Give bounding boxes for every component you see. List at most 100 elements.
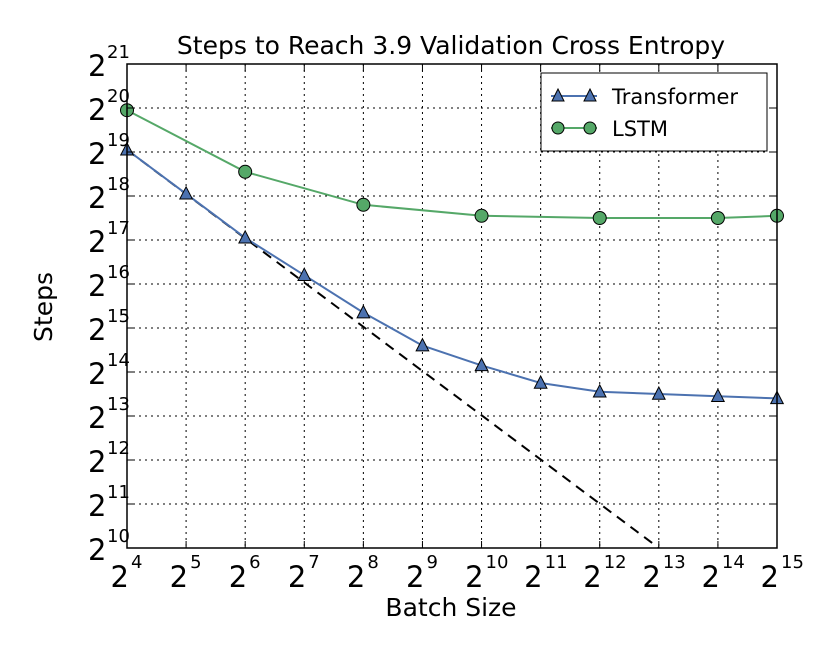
y-tick-label: 2 12 [88,438,130,479]
x-tick-base: 2 [583,560,601,594]
data-point-transformer [710,388,726,402]
y-tick-label: 2 15 [88,306,130,347]
x-tick-label: 2 12 [583,552,626,594]
x-tick-base: 2 [170,560,188,594]
y-tick-base: 2 [88,137,106,171]
y-tick-base: 2 [88,445,106,479]
x-tick-exponent: 9 [426,552,437,573]
data-point-transformer [238,229,253,244]
x-tick-exponent: 6 [249,552,260,573]
x-tick-base: 2 [642,560,660,594]
x-tick-base: 2 [761,560,779,594]
y-tick-base: 2 [88,489,106,523]
legend-box [540,72,768,152]
x-tick-label: 2 13 [642,552,685,594]
legend-entry-transformer: Transformer [551,85,738,109]
y-tick-label: 2 19 [88,130,130,171]
legend-label-transformer: Transformer [611,85,738,109]
data-point-transformer [592,383,607,398]
y-tick-exponent: 11 [107,482,130,503]
legend-marker-transformer [551,87,565,102]
x-tick-base: 2 [524,560,542,594]
x-tick-exponent: 12 [604,552,627,573]
legend-marker-transformer [583,87,597,102]
data-point-lstm [474,208,489,223]
y-tick-base: 2 [88,401,106,435]
x-tick-exponent: 4 [131,552,142,573]
data-point-transformer [533,374,548,389]
y-tick-exponent: 15 [107,306,130,327]
x-tick-exponent: 8 [367,552,378,573]
y-tick-label: 2 18 [88,174,130,215]
y-tick-base: 2 [88,93,106,127]
y-tick-label: 2 13 [88,394,130,435]
x-tick-base: 2 [347,560,365,594]
series-layer [119,103,785,405]
y-tick-exponent: 16 [107,262,130,283]
legend-label-lstm: LSTM [612,117,668,141]
y-tick-exponent: 20 [107,86,130,107]
legend-marker-lstm [551,121,565,135]
y-tick-labels: 2 102 112 122 132 142 152 162 172 182 192 202 21 [88,42,130,567]
x-tick-exponent: 11 [545,552,568,573]
x-tick-labels: 2 4 2 5 2 6 2 7 2 8 2 9 2 10 2 11 2 12 2 13 2 14 2 15 [111,552,804,594]
x-tick-exponent: 14 [722,552,745,573]
x-axis-label: Batch Size [385,593,516,622]
y-tick-exponent: 19 [107,130,130,151]
data-point-transformer [297,267,312,281]
y-tick-exponent: 18 [107,174,130,195]
x-tick-exponent: 13 [663,552,686,573]
plot-frame [126,63,778,549]
y-tick-base: 2 [88,313,106,347]
x-tick-base: 2 [229,560,247,594]
x-tick-label: 2 10 [465,552,508,594]
legend-entry-lstm: LSTM [551,117,668,141]
y-tick-label: 2 17 [88,218,130,259]
y-tick-label: 2 20 [88,86,130,127]
x-tick-exponent: 15 [781,552,804,573]
ticks [126,63,778,549]
series-line-transformer [126,148,778,400]
data-point-transformer [651,385,666,400]
data-point-transformer [474,357,489,372]
x-tick-label: 2 15 [761,552,804,594]
y-tick-base: 2 [88,181,106,215]
y-tick-exponent: 17 [107,218,130,239]
data-point-lstm [356,197,371,212]
data-point-lstm [710,211,725,225]
x-tick-exponent: 10 [486,552,509,573]
y-tick-label: 2 16 [88,262,130,303]
y-tick-base: 2 [88,225,106,259]
data-point-transformer [178,185,194,200]
x-tick-exponent: 5 [190,552,201,573]
x-tick-base: 2 [465,560,483,594]
data-point-lstm [238,164,253,179]
y-tick-exponent: 10 [107,526,130,547]
y-tick-exponent: 13 [107,394,130,415]
x-tick-exponent: 7 [308,552,319,573]
y-tick-base: 2 [88,533,106,567]
y-tick-base: 2 [88,49,106,83]
data-point-lstm [592,211,607,225]
y-tick-exponent: 21 [107,42,130,63]
data-point-transformer [356,304,371,319]
series-transformer [119,141,785,405]
y-tick-label: 2 14 [88,350,130,391]
y-tick-base: 2 [88,357,106,391]
x-tick-base: 2 [288,560,306,594]
x-tick-label: 2 14 [701,552,744,594]
x-tick-base: 2 [406,560,424,594]
legend-marker-lstm [583,121,597,135]
chart-title: Steps to Reach 3.9 Validation Cross Entr… [177,31,725,60]
y-tick-label: 2 11 [88,482,130,523]
y-tick-label: 2 10 [88,526,130,567]
series-lstm [120,103,784,225]
y-tick-exponent: 12 [107,438,130,459]
